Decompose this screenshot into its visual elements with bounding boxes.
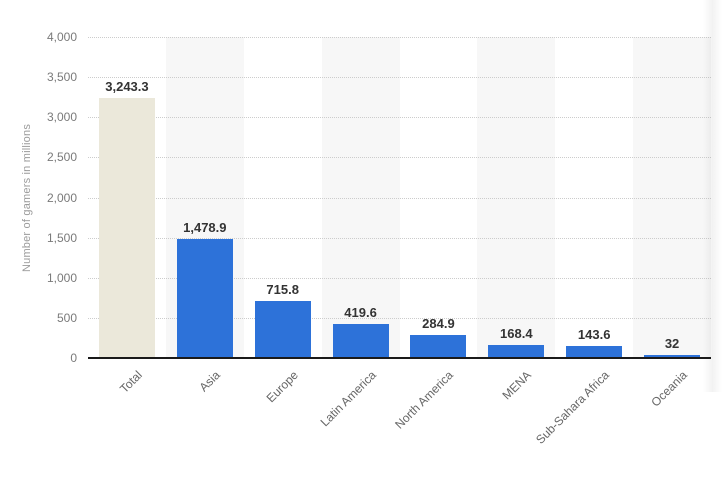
y-tick-label: 4,000 — [46, 30, 77, 44]
y-tick-label: 3,000 — [46, 110, 77, 125]
bar[interactable] — [488, 344, 545, 358]
bar-value-label: 168.4 — [500, 325, 533, 341]
y-tick-label: 500 — [56, 310, 77, 325]
bar[interactable] — [410, 335, 467, 358]
bar-value-label: 3,243.3 — [105, 78, 149, 94]
bar[interactable] — [254, 300, 311, 358]
bar-value-label: 1,478.9 — [183, 220, 227, 236]
bar[interactable] — [176, 239, 233, 358]
bar-value-label: 143.6 — [577, 327, 611, 343]
gridline — [88, 157, 711, 159]
gridline — [88, 77, 711, 79]
gridline — [88, 37, 711, 38]
bar-value-label: 419.6 — [344, 305, 377, 321]
gridline — [88, 237, 711, 239]
bar-value-label: 715.8 — [266, 281, 299, 297]
bar[interactable] — [98, 97, 155, 358]
x-axis-labels: Total Asia Europe Latin America North Americ… — [88, 358, 711, 452]
y-axis-ticks: 0 500 1,000 1,500 2,000 2,500 3,000 3,500 4,000 — [0, 30, 77, 365]
y-tick-label: 2,500 — [46, 150, 77, 165]
x-axis-line — [88, 357, 711, 359]
bar[interactable] — [644, 355, 701, 358]
bar-value-label: 32 — [664, 336, 680, 352]
y-tick-label: 3,500 — [46, 70, 77, 85]
y-tick-label: 2,000 — [46, 190, 77, 205]
y-tick-label: 1,000 — [46, 270, 77, 285]
bar[interactable] — [566, 346, 623, 358]
gridline — [88, 117, 711, 119]
gridline — [88, 197, 711, 199]
y-tick-label: 0 — [70, 351, 77, 365]
bar[interactable] — [332, 324, 389, 358]
gridline — [88, 277, 711, 279]
y-tick-label: 1,500 — [46, 230, 77, 245]
plot-area: 3,243.3 1,478.9 715.8 419.6 284.9 168.4 143.6 3… — [88, 37, 711, 358]
bar-value-label: 284.9 — [422, 316, 455, 332]
chart-card: Number of gamers in millions 0 500 1,000 1,… — [0, 0, 722, 452]
gridline — [88, 317, 711, 319]
